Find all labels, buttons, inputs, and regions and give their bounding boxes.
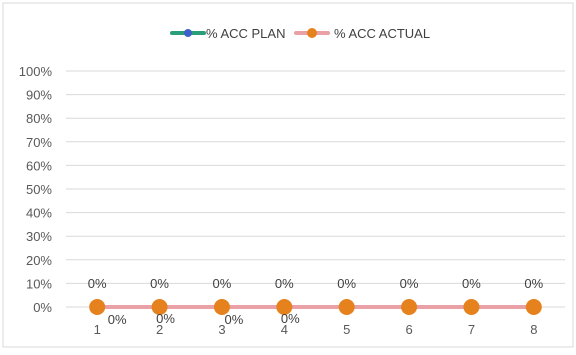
actual-marker xyxy=(463,299,480,315)
actual-marker xyxy=(213,299,230,315)
actual-data-label: 0% xyxy=(156,311,175,326)
plan-data-label: 0% xyxy=(462,276,481,291)
actual-marker xyxy=(525,299,542,315)
x-tick-label: 2 xyxy=(156,322,163,337)
legend-label: % ACC PLAN xyxy=(206,26,285,41)
actual-marker xyxy=(276,299,293,315)
y-tick-label: 90% xyxy=(26,88,52,103)
y-tick-label: 30% xyxy=(26,229,52,244)
y-tick-label: 50% xyxy=(26,182,52,197)
plan-data-label: 0% xyxy=(337,276,356,291)
actual-marker xyxy=(338,299,355,315)
data-labels: 0% 0% 0% 0% 0% 0% 0% 0% 0% 0% 0% 0% xyxy=(88,276,544,327)
x-tick-label: 3 xyxy=(218,322,225,337)
x-tick-label: 8 xyxy=(530,322,537,337)
plan-data-label: 0% xyxy=(524,276,543,291)
y-tick-label: 80% xyxy=(26,111,52,126)
x-tick-label: 6 xyxy=(405,322,412,337)
y-tick-label: 20% xyxy=(26,253,52,268)
plan-data-label: 0% xyxy=(88,276,107,291)
legend-label: % ACC ACTUAL xyxy=(334,26,430,41)
series-markers xyxy=(89,299,542,315)
y-axis: 100% 90% 80% 70% 60% 50% 40% 30% 20% 10% 0% xyxy=(19,64,53,315)
actual-data-label: 0% xyxy=(225,312,244,327)
y-tick-label: 10% xyxy=(26,276,52,291)
legend-swatch-marker xyxy=(307,28,317,38)
chart-border xyxy=(2,2,574,348)
plan-data-label: 0% xyxy=(213,276,232,291)
x-tick-label: 5 xyxy=(343,322,350,337)
x-axis: 1 2 3 4 5 6 7 8 xyxy=(94,322,538,337)
x-tick-label: 7 xyxy=(468,322,475,337)
x-tick-label: 4 xyxy=(281,322,288,337)
plan-data-label: 0% xyxy=(150,276,169,291)
y-tick-label: 60% xyxy=(26,158,52,173)
legend: % ACC PLAN % ACC ACTUAL xyxy=(170,26,430,41)
legend-swatch-marker xyxy=(184,29,192,37)
y-tick-label: 40% xyxy=(26,206,52,221)
plan-data-label: 0% xyxy=(275,276,294,291)
x-tick-label: 1 xyxy=(94,322,101,337)
y-tick-label: 100% xyxy=(19,64,53,79)
actual-marker xyxy=(89,299,106,315)
actual-data-label: 0% xyxy=(108,312,127,327)
actual-data-label: 0% xyxy=(281,311,300,326)
actual-marker xyxy=(401,299,418,315)
y-tick-label: 70% xyxy=(26,135,52,150)
actual-marker xyxy=(151,299,168,315)
y-tick-label: 0% xyxy=(33,300,52,315)
plan-data-label: 0% xyxy=(400,276,419,291)
